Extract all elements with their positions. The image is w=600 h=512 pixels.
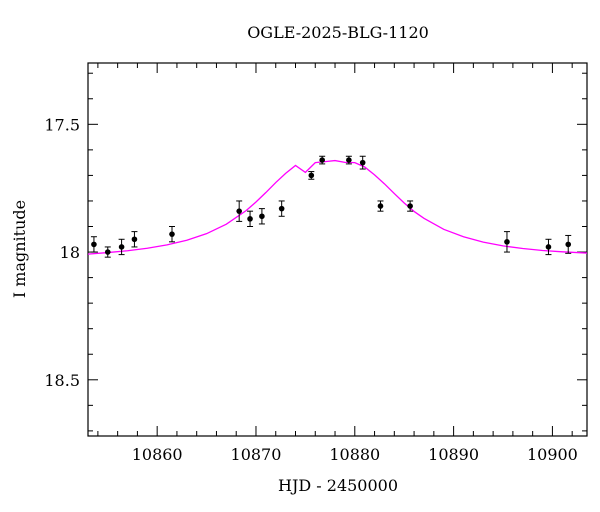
- point-marker: [278, 205, 285, 212]
- data-point: [168, 226, 175, 243]
- data-point: [258, 208, 265, 225]
- point-marker: [104, 249, 111, 255]
- point-marker: [545, 244, 552, 250]
- point-marker: [247, 216, 253, 222]
- x-tick-label: 10900: [527, 445, 578, 464]
- data-point: [345, 155, 352, 165]
- data-point: [565, 234, 572, 254]
- data-point: [247, 210, 254, 228]
- plot-area: [87, 62, 588, 437]
- point-marker: [308, 172, 315, 179]
- model-curve-layer: [87, 159, 588, 255]
- x-tick-label: 10870: [231, 445, 282, 464]
- chart-title: OGLE-2025-BLG-1120: [247, 23, 429, 42]
- data-point: [377, 200, 384, 212]
- y-tick-label: 18: [60, 243, 80, 262]
- y-tick-label: 17.5: [44, 115, 80, 134]
- point-marker: [118, 244, 125, 250]
- x-tick-label: 10860: [132, 445, 183, 464]
- x-tick-labels: 10860 10870 10880 10890 10900: [132, 445, 578, 464]
- data-point: [503, 231, 510, 253]
- point-marker: [236, 208, 242, 214]
- point-marker: [359, 159, 366, 166]
- data-point: [131, 231, 138, 248]
- data-point: [278, 200, 285, 217]
- data-point: [359, 155, 366, 170]
- point-marker: [504, 239, 510, 245]
- data-point: [104, 246, 111, 258]
- point-marker: [377, 203, 384, 209]
- data-point: [90, 236, 97, 253]
- point-marker: [169, 231, 175, 237]
- x-tick-label: 10890: [428, 445, 479, 464]
- point-marker: [346, 157, 352, 163]
- y-axis-ticks: [88, 72, 587, 432]
- y-tick-labels: 17.5 18 18.5: [44, 115, 80, 389]
- data-point: [118, 238, 125, 256]
- point-marker: [91, 241, 97, 248]
- data-point: [545, 238, 552, 256]
- point-marker: [259, 213, 265, 220]
- y-tick-label: 18.5: [44, 371, 80, 390]
- y-axis-label: I magnitude: [10, 200, 29, 298]
- model-curve: [87, 159, 588, 255]
- point-marker: [319, 157, 325, 163]
- plot-frame: [87, 62, 588, 437]
- data-point: [319, 155, 326, 165]
- point-marker: [407, 203, 413, 209]
- data-points-layer: [90, 155, 572, 258]
- point-marker: [565, 241, 572, 248]
- data-point: [407, 200, 414, 212]
- x-axis-label: HJD - 2450000: [278, 476, 398, 495]
- x-axis-ticks: [97, 63, 573, 436]
- point-marker: [131, 236, 138, 243]
- data-point: [308, 171, 315, 180]
- x-tick-label: 10880: [329, 445, 380, 464]
- data-point: [236, 200, 243, 222]
